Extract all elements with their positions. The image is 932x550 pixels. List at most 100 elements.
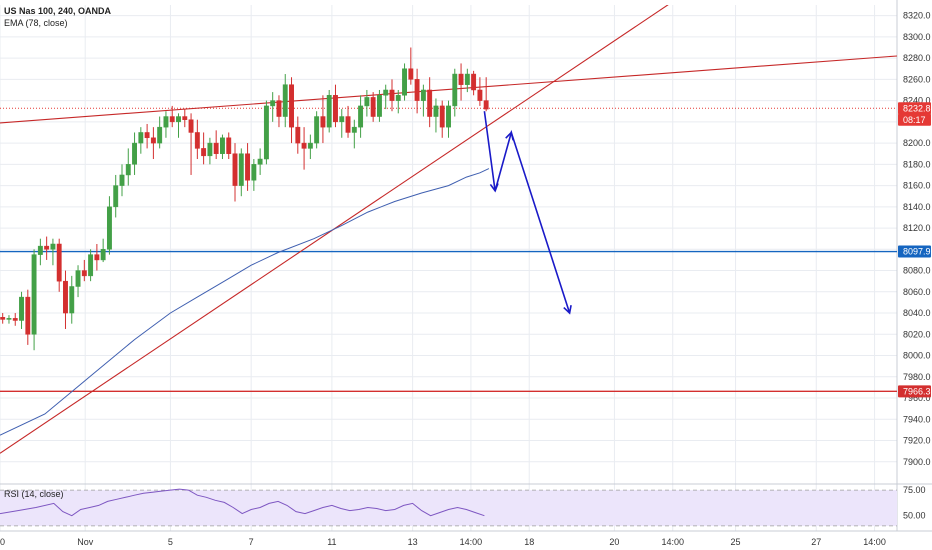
candle-body[interactable] bbox=[194, 132, 200, 149]
y-tick-label: 7960.0 bbox=[903, 393, 931, 403]
y-tick-label: 7920.0 bbox=[903, 436, 931, 446]
candle-body[interactable] bbox=[351, 126, 357, 133]
candle-body[interactable] bbox=[201, 148, 207, 157]
ema-legend: EMA (78, close) bbox=[4, 18, 68, 28]
candle-body[interactable] bbox=[232, 153, 238, 186]
candle-body[interactable] bbox=[226, 137, 232, 154]
candle-body[interactable] bbox=[207, 142, 213, 157]
price-badge bbox=[898, 385, 931, 398]
candle-body[interactable] bbox=[106, 206, 112, 250]
candle-body[interactable] bbox=[395, 95, 401, 101]
candle-body[interactable] bbox=[389, 89, 395, 101]
candle-body[interactable] bbox=[94, 254, 100, 261]
candle-body[interactable] bbox=[25, 296, 31, 335]
ema-line bbox=[0, 168, 490, 436]
y-tick-label: 8120.0 bbox=[903, 223, 931, 233]
candle-body[interactable] bbox=[326, 95, 332, 128]
price-badge bbox=[898, 102, 931, 115]
candle-body[interactable] bbox=[220, 137, 225, 154]
candle-body[interactable] bbox=[370, 97, 376, 117]
candle-body[interactable] bbox=[88, 254, 94, 277]
candle-body[interactable] bbox=[238, 153, 244, 186]
candle-body[interactable] bbox=[276, 100, 282, 117]
candle-body[interactable] bbox=[182, 116, 188, 120]
candle-body[interactable] bbox=[19, 296, 24, 321]
candle-body[interactable] bbox=[307, 142, 313, 149]
candle-body[interactable] bbox=[12, 318, 18, 321]
trendline[interactable] bbox=[0, 55, 897, 124]
candle-body[interactable] bbox=[345, 116, 351, 133]
candle-body[interactable] bbox=[270, 100, 276, 107]
candle-body[interactable] bbox=[439, 105, 445, 128]
candle-body[interactable] bbox=[6, 318, 12, 320]
candle-body[interactable] bbox=[282, 84, 288, 117]
candle-body[interactable] bbox=[56, 243, 62, 282]
candle-body[interactable] bbox=[301, 142, 307, 149]
candle-body[interactable] bbox=[251, 164, 257, 181]
x-tick-label: 0 bbox=[0, 537, 5, 547]
candle-body[interactable] bbox=[188, 119, 194, 133]
y-tick-label: 8140.0 bbox=[903, 202, 931, 212]
candle-body[interactable] bbox=[364, 97, 370, 107]
candle-body[interactable] bbox=[427, 89, 433, 117]
candle-body[interactable] bbox=[31, 254, 37, 335]
candle-body[interactable] bbox=[75, 270, 81, 287]
x-tick-label: 25 bbox=[731, 537, 741, 547]
candle-body[interactable] bbox=[314, 116, 320, 144]
candle-body[interactable] bbox=[69, 286, 75, 314]
candle-body[interactable] bbox=[257, 158, 263, 165]
rsi-tick-label: 50.00 bbox=[903, 511, 926, 521]
candle-body[interactable] bbox=[452, 73, 458, 107]
candle-body[interactable] bbox=[263, 105, 269, 160]
candle-body[interactable] bbox=[339, 116, 345, 123]
candle-body[interactable] bbox=[446, 105, 451, 128]
candle-body[interactable] bbox=[477, 89, 483, 101]
candle-body[interactable] bbox=[213, 142, 219, 154]
candle-body[interactable] bbox=[113, 185, 119, 208]
candle-body[interactable] bbox=[150, 137, 156, 144]
candle-body[interactable] bbox=[414, 79, 420, 101]
candle-body[interactable] bbox=[333, 95, 338, 123]
candle-body[interactable] bbox=[44, 245, 50, 250]
candle-body[interactable] bbox=[433, 105, 439, 117]
candle-body[interactable] bbox=[144, 132, 150, 139]
candle-body[interactable] bbox=[483, 100, 489, 110]
candle-body[interactable] bbox=[320, 116, 326, 128]
candle-body[interactable] bbox=[63, 280, 68, 314]
projection-path[interactable] bbox=[483, 111, 571, 314]
y-tick-label: 8000.0 bbox=[903, 351, 931, 361]
trendline[interactable] bbox=[0, 0, 677, 454]
x-tick-label: 7 bbox=[249, 537, 254, 547]
candle-body[interactable] bbox=[119, 174, 125, 186]
candle-body[interactable] bbox=[402, 68, 407, 96]
candle-body[interactable] bbox=[132, 142, 138, 165]
y-tick-label: 8240.0 bbox=[903, 96, 931, 106]
candle-body[interactable] bbox=[50, 243, 56, 250]
rsi-band bbox=[0, 490, 897, 526]
candle-body[interactable] bbox=[125, 164, 131, 176]
candle-body[interactable] bbox=[458, 73, 464, 85]
candle-body[interactable] bbox=[176, 116, 181, 123]
projection-arrowhead bbox=[489, 183, 499, 193]
candle-body[interactable] bbox=[289, 84, 294, 128]
candle-body[interactable] bbox=[163, 116, 169, 128]
x-tick-label: 5 bbox=[168, 537, 173, 547]
candle-body[interactable] bbox=[81, 270, 87, 277]
candle-body[interactable] bbox=[376, 95, 382, 117]
candle-body[interactable] bbox=[37, 245, 43, 255]
candle-body[interactable] bbox=[471, 73, 477, 91]
candle-body[interactable] bbox=[100, 249, 106, 261]
candle-body[interactable] bbox=[464, 73, 470, 85]
candle-body[interactable] bbox=[138, 132, 144, 144]
candle-body[interactable] bbox=[420, 89, 426, 101]
candle-body[interactable] bbox=[157, 126, 163, 144]
candle-body[interactable] bbox=[408, 68, 414, 80]
candle-body[interactable] bbox=[0, 317, 6, 320]
candle-body[interactable] bbox=[169, 116, 175, 123]
candle-body[interactable] bbox=[295, 126, 301, 144]
candle-body[interactable] bbox=[245, 153, 251, 181]
candle-body[interactable] bbox=[358, 105, 364, 128]
candle-body[interactable] bbox=[383, 89, 389, 96]
price-badge bbox=[898, 245, 931, 258]
